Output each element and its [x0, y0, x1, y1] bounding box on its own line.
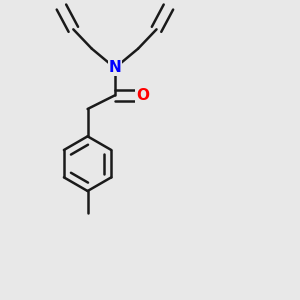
Text: O: O: [136, 88, 149, 103]
Text: N: N: [109, 61, 121, 76]
